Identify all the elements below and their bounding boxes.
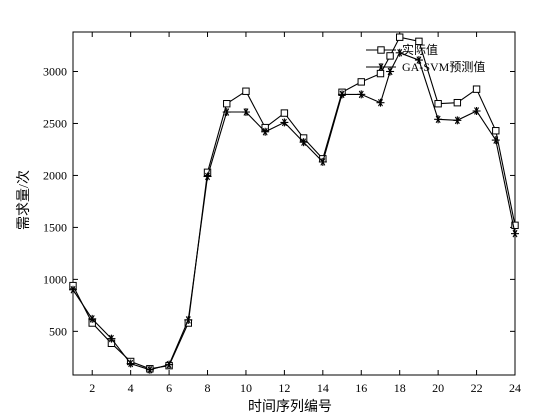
x-tick-label-20: 20 [432,381,444,395]
series-1-point-20 [415,37,423,46]
series-1-point-16 [357,78,365,86]
series-2-point-2 [88,314,97,323]
series-2-point-13 [299,138,308,147]
legend-marker-2 [377,63,385,71]
legend: 实际值 GA-SVM预测值 [366,42,485,74]
x-tick-label-12: 12 [278,381,290,395]
legend-label-2: GA-SVM预测值 [402,59,485,74]
y-axis-label: 需求量/次 [16,170,32,230]
series-2-point-18 [386,67,395,76]
plot-border [72,31,516,376]
series-1-point-9 [223,100,231,108]
series-2-point-17 [376,98,385,107]
x-axis: 2 4 6 8 10 12 14 16 18 20 22 24 [89,32,521,395]
series-1-point-12 [280,109,289,117]
series-2-point-19 [395,48,404,57]
series-2-point-14 [318,157,327,166]
series-1-point-25 [511,221,519,230]
y-tick-label-1500: 1500 [43,220,67,234]
x-tick-label-4: 4 [128,381,134,395]
series-1-point-24 [492,127,500,135]
x-axis-label: 时间序列编号 [248,399,332,415]
series-2-point-25 [511,229,519,238]
series-1-point-21 [434,100,442,108]
series-layer [69,33,519,374]
series-1-point-10 [242,87,250,95]
series-2-point-15 [338,90,347,99]
series-2-point-3 [107,334,116,343]
series-2-point-21 [434,115,443,124]
series-2-point-20 [414,56,423,65]
series-1-point-23 [472,85,481,93]
series-2-point-6 [165,360,174,369]
y-tick-label-1000: 1000 [43,272,67,286]
x-tick-label-8: 8 [205,381,211,395]
series-2-point-5 [145,365,154,374]
x-tick-label-6: 6 [166,381,172,395]
series-1-point-18 [386,52,394,60]
y-tick-label-2500: 2500 [43,116,67,130]
series-2-point-4 [126,359,135,368]
series-2-point-8 [203,172,212,181]
plot-area [72,31,516,376]
series-2-line [72,52,516,371]
x-tick-label-18: 18 [394,381,406,395]
series-2-point-12 [280,118,289,127]
x-tick-label-22: 22 [471,381,483,395]
y-tick-label-3000: 3000 [43,64,67,78]
x-tick-label-2: 2 [89,381,95,395]
series-1-point-17 [376,69,385,78]
series-2-point-10 [241,108,250,117]
series-1-point-22 [453,98,462,107]
series-1-point-19 [395,33,404,41]
series-2-point-1 [69,285,77,294]
y-tick-label-2000: 2000 [43,168,67,182]
legend-label-1: 实际值 [402,42,438,57]
x-tick-label-24: 24 [509,381,521,395]
x-tick-label-10: 10 [240,381,252,395]
series-2-point-9 [222,108,231,117]
series-2-point-7 [184,315,193,324]
y-tick-label-500: 500 [49,324,67,338]
series-1 [69,33,519,373]
series-2-point-22 [453,116,462,125]
legend-marker-1 [377,46,385,54]
series-1-line [72,36,516,370]
series-2-point-16 [357,90,366,99]
series-2 [69,48,519,374]
y-axis: 500 1000 1500 2000 2500 3000 [43,64,515,338]
series-2-point-23 [472,106,481,115]
series-2-point-11 [261,127,270,136]
x-tick-label-14: 14 [317,381,329,395]
x-tick-label-16: 16 [355,381,367,395]
series-2-point-24 [491,136,500,145]
